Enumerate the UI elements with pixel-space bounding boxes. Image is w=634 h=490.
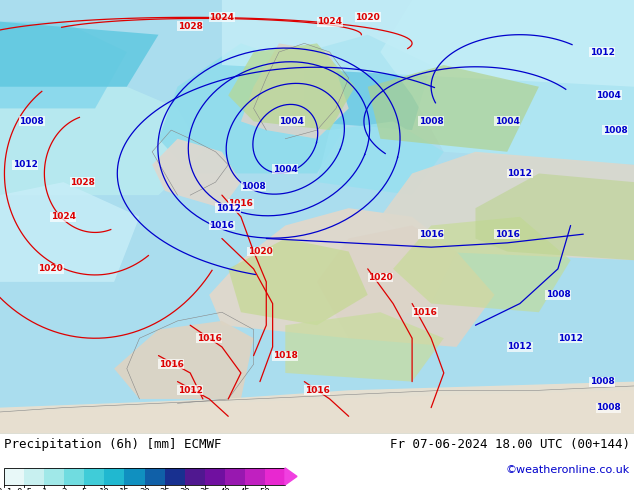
Bar (24, 468, 44, 485)
Text: 1008: 1008 (602, 125, 628, 135)
Text: 30: 30 (179, 488, 190, 490)
Text: 1016: 1016 (158, 360, 184, 369)
Text: 1012: 1012 (13, 160, 38, 169)
Polygon shape (152, 139, 241, 208)
Bar (84, 468, 105, 485)
Bar (165, 468, 184, 485)
Text: 1004: 1004 (495, 117, 520, 126)
Bar (105, 468, 124, 485)
Text: 45: 45 (240, 488, 250, 490)
Polygon shape (476, 173, 634, 260)
Text: 0.1: 0.1 (0, 488, 12, 490)
Polygon shape (0, 87, 203, 195)
Text: 1012: 1012 (507, 343, 533, 351)
Polygon shape (0, 22, 127, 108)
Bar (4, 468, 285, 485)
Polygon shape (317, 225, 495, 347)
Polygon shape (158, 44, 349, 173)
Text: 1012: 1012 (216, 204, 241, 213)
Polygon shape (209, 208, 456, 338)
Text: 1018: 1018 (273, 351, 298, 360)
Polygon shape (0, 182, 139, 282)
Text: Fr 07-06-2024 18.00 UTC (00+144): Fr 07-06-2024 18.00 UTC (00+144) (390, 438, 630, 451)
Text: 1008: 1008 (545, 291, 571, 299)
Text: 1004: 1004 (596, 91, 621, 100)
Text: 35: 35 (199, 488, 210, 490)
Text: 1028: 1028 (178, 22, 203, 30)
Text: 1020: 1020 (368, 273, 393, 282)
Text: 1020: 1020 (355, 13, 380, 22)
Text: 1020: 1020 (38, 265, 63, 273)
Text: 40: 40 (219, 488, 230, 490)
Text: 1016: 1016 (197, 334, 222, 343)
Polygon shape (0, 390, 634, 434)
Text: 1008: 1008 (241, 182, 266, 191)
Bar (145, 468, 165, 485)
Text: 1028: 1028 (70, 178, 95, 187)
Bar (265, 468, 285, 485)
Text: 1016: 1016 (418, 230, 444, 239)
Text: 1016: 1016 (495, 230, 520, 239)
Text: 1024: 1024 (209, 13, 235, 22)
Text: 5: 5 (82, 488, 87, 490)
Text: 1008: 1008 (596, 403, 621, 412)
Text: 1024: 1024 (317, 17, 342, 26)
Text: 1016: 1016 (412, 308, 437, 317)
Polygon shape (304, 35, 431, 130)
Polygon shape (241, 44, 349, 139)
Polygon shape (114, 321, 254, 399)
Bar (184, 468, 205, 485)
Polygon shape (228, 239, 368, 325)
Text: 10: 10 (99, 488, 110, 490)
Text: 1008: 1008 (418, 117, 444, 126)
Bar (64, 468, 84, 485)
Text: 1012: 1012 (507, 169, 533, 178)
Text: 1: 1 (41, 488, 47, 490)
Text: 1008: 1008 (590, 377, 615, 386)
Polygon shape (380, 0, 634, 165)
Text: ©weatheronline.co.uk: ©weatheronline.co.uk (506, 465, 630, 475)
Text: 1016: 1016 (228, 199, 254, 208)
Text: 25: 25 (159, 488, 170, 490)
Text: 2: 2 (61, 488, 67, 490)
Polygon shape (285, 312, 444, 382)
Polygon shape (380, 152, 634, 260)
Polygon shape (0, 22, 158, 87)
Text: 20: 20 (139, 488, 150, 490)
Polygon shape (285, 468, 297, 485)
Text: 1016: 1016 (209, 221, 235, 230)
Bar (124, 468, 145, 485)
Bar (205, 468, 225, 485)
Bar (245, 468, 265, 485)
Text: 1012: 1012 (590, 48, 615, 56)
Polygon shape (228, 44, 355, 130)
Polygon shape (368, 65, 539, 152)
Text: Precipitation (6h) [mm] ECMWF: Precipitation (6h) [mm] ECMWF (4, 438, 221, 451)
Text: 1004: 1004 (279, 117, 304, 126)
Text: 1016: 1016 (304, 386, 330, 395)
Text: 1020: 1020 (247, 247, 273, 256)
Text: 0.5: 0.5 (16, 488, 32, 490)
Polygon shape (222, 0, 634, 87)
Text: 1004: 1004 (273, 165, 298, 173)
Text: 1012: 1012 (558, 334, 583, 343)
Text: 1008: 1008 (19, 117, 44, 126)
Bar (4, 468, 24, 485)
Polygon shape (0, 382, 634, 434)
Text: 50: 50 (259, 488, 270, 490)
Text: 1012: 1012 (178, 386, 203, 395)
Polygon shape (317, 122, 444, 195)
Bar (225, 468, 245, 485)
Text: 1024: 1024 (51, 212, 76, 221)
Text: 15: 15 (119, 488, 130, 490)
Polygon shape (393, 217, 571, 312)
Bar (44, 468, 64, 485)
